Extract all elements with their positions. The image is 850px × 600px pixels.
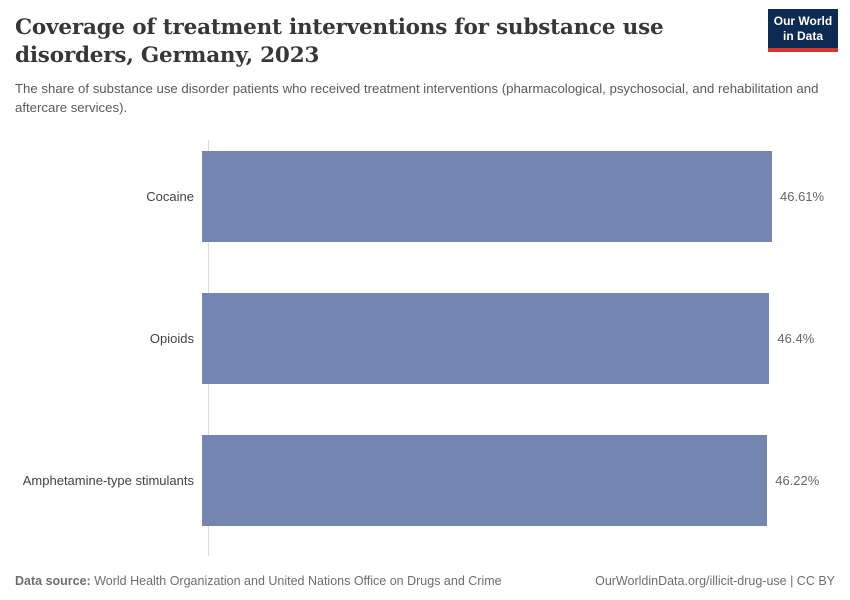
bar-chart: Cocaine 46.61% Opioids 46.4% Amphetamine… bbox=[0, 140, 850, 556]
data-source-note: Data source: World Health Organization a… bbox=[15, 574, 502, 588]
owid-logo-line2: in Data bbox=[782, 29, 823, 43]
bar[interactable] bbox=[202, 435, 768, 526]
owid-license-link[interactable]: OurWorldinData.org/illicit-drug-use | CC… bbox=[595, 574, 835, 588]
bar-track: 46.4% bbox=[201, 293, 850, 384]
chart-title: Coverage of treatment interventions for … bbox=[15, 15, 664, 68]
bar-value-label: 46.61% bbox=[780, 189, 825, 204]
bar-category-label: Cocaine bbox=[146, 189, 194, 204]
bar[interactable] bbox=[202, 151, 772, 242]
chart-footer: Data source: World Health Organization a… bbox=[15, 574, 835, 588]
bar-track: 46.61% bbox=[201, 151, 850, 242]
bar-category-label: Amphetamine-type stimulants bbox=[22, 473, 194, 488]
bar-row: Amphetamine-type stimulants 46.22% bbox=[0, 435, 850, 526]
bar-row: Opioids 46.4% bbox=[0, 293, 850, 384]
bar-value-label: 46.4% bbox=[777, 331, 815, 346]
owid-logo[interactable]: Our World in Data bbox=[768, 9, 838, 52]
data-source-label: Data source: bbox=[15, 574, 91, 588]
bar-track: 46.22% bbox=[201, 435, 850, 526]
plot-rows: Cocaine 46.61% Opioids 46.4% Amphetamine… bbox=[0, 151, 850, 526]
chart-subtitle: The share of substance use disorder pati… bbox=[15, 80, 819, 116]
owid-logo-line1: Our World bbox=[773, 14, 833, 28]
data-source-text: World Health Organization and United Nat… bbox=[90, 574, 502, 588]
bar-category-label: Opioids bbox=[149, 331, 194, 346]
chart-header: Coverage of treatment interventions for … bbox=[15, 14, 835, 117]
bar-value-label: 46.22% bbox=[775, 473, 820, 488]
bar-row: Cocaine 46.61% bbox=[0, 151, 850, 242]
bar[interactable] bbox=[202, 293, 770, 384]
